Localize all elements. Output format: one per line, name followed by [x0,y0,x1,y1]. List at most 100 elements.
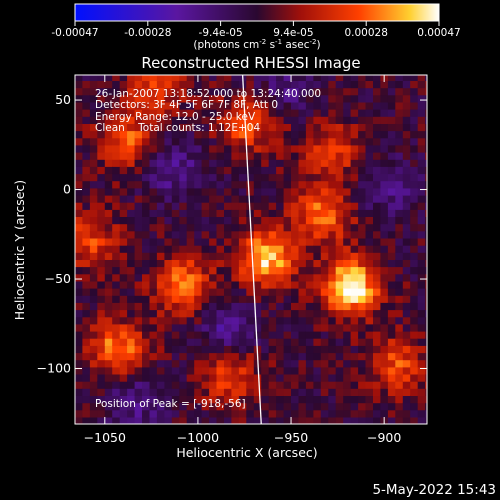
heatmap-cell [194,109,203,117]
heatmap-cell [224,395,232,404]
heatmap-cell [224,166,232,175]
heatmap-cell [261,323,270,332]
heatmap-cell [417,237,426,246]
x-axis-label: Heliocentric X (arcsec) [176,445,317,460]
heatmap-cell [186,309,195,318]
heatmap-cell [298,323,307,332]
x-tick-label: −1000 [177,430,219,445]
heatmap-cell [335,101,344,110]
heatmap-cell [171,116,180,124]
heatmap-cell [320,109,329,117]
heatmap-cell [305,209,314,217]
heatmap-cell [358,130,367,139]
heatmap-cell [335,252,344,260]
y-tick-label: −50 [45,271,71,286]
heatmap-cell [104,280,113,289]
heatmap-cell [365,280,374,289]
heatmap-cell [425,173,427,182]
heatmap-cell [365,159,374,167]
heatmap-cell [305,237,314,246]
heatmap-cell [328,75,337,81]
heatmap-cell [179,202,188,210]
heatmap-cell [164,316,173,325]
heatmap-cell [149,416,158,424]
heatmap-cell [320,295,329,303]
heatmap-cell [276,216,285,225]
heatmap-cell [216,101,225,110]
heatmap-cell [231,75,240,81]
heatmap-cell [320,288,329,296]
heatmap-cell [89,266,98,275]
heatmap-cell [261,237,270,246]
heatmap-cell [268,94,277,103]
heatmap-cell [149,187,158,196]
heatmap-cell [253,101,262,110]
heatmap-cell [365,109,374,117]
heatmap-cell [149,252,158,260]
heatmap-cell [75,259,83,268]
heatmap-cell [201,280,210,289]
heatmap-cell [283,295,292,303]
heatmap-cell [238,202,247,210]
heatmap-cell [97,302,106,311]
heatmap-cell [149,373,158,382]
heatmap-cell [305,259,314,268]
heatmap-cell [380,373,389,382]
heatmap-cell [313,137,322,146]
heatmap-cell [224,416,232,424]
heatmap-cell [97,366,106,375]
heatmap-cell [127,402,136,411]
heatmap-cell [343,338,352,346]
heatmap-cell [164,194,173,203]
heatmap-cell [164,180,173,189]
heatmap-cell [231,409,240,418]
heatmap-cell [425,395,427,404]
heatmap-cell [194,180,203,189]
heatmap-cell [328,366,337,375]
heatmap-cell [261,359,270,368]
heatmap-cell [119,395,128,404]
heatmap-cell [395,80,404,89]
heatmap-cell [171,94,180,103]
heatmap-cell [395,352,404,361]
heatmap-cell [127,273,136,282]
heatmap-cell [134,288,143,296]
heatmap-cell [112,237,121,246]
heatmap-cell [261,316,270,325]
heatmap-cell [328,323,337,332]
heatmap-cell [75,381,83,389]
heatmap-cell [156,187,165,196]
heatmap-cell [343,94,352,103]
heatmap-cell [201,173,210,182]
heatmap-cell [387,402,396,411]
heatmap-cell [417,144,426,153]
heatmap-cell [328,94,337,103]
heatmap-cell [75,388,83,396]
heatmap-cell [134,116,143,124]
heatmap-cell [142,302,150,311]
heatmap-cell [164,366,173,375]
heatmap-cell [276,209,285,217]
heatmap-cell [358,202,367,210]
heatmap-cell [328,395,337,404]
heatmap-cell [134,223,143,232]
heatmap-cell [380,330,389,339]
heatmap-cell [194,194,203,203]
heatmap-cell [224,266,232,275]
heatmap-cell [298,409,307,418]
heatmap-cell [358,252,367,260]
heatmap-cell [119,187,128,196]
heatmap-cell [164,359,173,368]
heatmap-cell [156,323,165,332]
heatmap-cell [365,309,374,318]
heatmap-cell [425,152,427,160]
heatmap-cell [335,395,344,404]
colorbar: -0.00047 -0.00028 -9.4e-05 9.4e-05 0.00028 0.… [51,3,461,51]
heatmap-cell [231,395,240,404]
heatmap-cell [283,402,292,411]
heatmap-cell [104,137,113,146]
heatmap-cell [268,152,277,160]
heatmap-cell [164,381,173,389]
heatmap-cell [209,309,218,318]
heatmap-cell [89,395,98,404]
